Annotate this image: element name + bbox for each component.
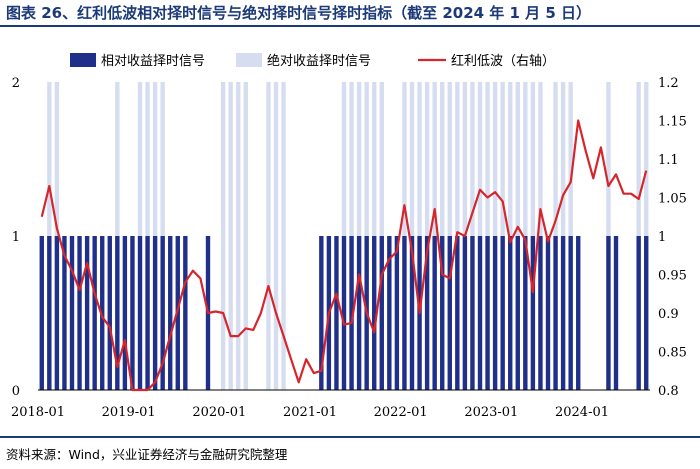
relative-signal-bar [636, 236, 641, 390]
right-axis-tick-label: 0.8 [658, 384, 679, 399]
right-axis-tick-label: 1.15 [658, 115, 687, 130]
right-axis-tick-label: 1.05 [658, 192, 687, 207]
relative-signal-bar [39, 236, 44, 390]
left-axis-tick-label: 0 [12, 384, 20, 399]
x-axis-tick-label: 2021-01 [283, 405, 337, 420]
relative-signal-bar [77, 236, 82, 390]
relative-signal-bar [341, 236, 347, 390]
relative-signal-bar [440, 236, 445, 390]
relative-signal-bar [84, 236, 90, 390]
relative-signal-bar [183, 236, 188, 390]
relative-signal-bar [379, 236, 384, 390]
relative-signal-bar [560, 236, 566, 390]
relative-signal-bar [470, 236, 475, 390]
legend-label-relative: 相对收益择时信号 [101, 54, 205, 69]
relative-signal-bar [553, 236, 558, 390]
relative-signal-bar [576, 236, 581, 390]
x-axis-tick-label: 2022-01 [374, 405, 428, 420]
relative-signal-bar [356, 236, 362, 390]
relative-signal-bars [39, 236, 649, 390]
absolute-signal-bar [281, 82, 286, 390]
right-axis-ticks: 0.8 0.85 0.9 0.95 1 1.05 1.1 1.15 1.2 [658, 76, 687, 399]
relative-signal-bar [349, 236, 354, 390]
relative-signal-bar [160, 236, 165, 390]
relative-signal-bar [100, 236, 105, 390]
relative-signal-bar [145, 236, 150, 390]
left-axis-tick-label: 2 [12, 76, 20, 91]
relative-signal-bar [515, 236, 520, 390]
relative-signal-bar [62, 236, 67, 390]
relative-signal-bar [115, 236, 120, 390]
x-axis-ticks: 2018-01 2019-01 2020-01 2021-01 2022-01 2023-… [11, 405, 609, 420]
absolute-signal-bar [243, 82, 248, 390]
source-rule [0, 436, 700, 438]
relative-signal-bar [508, 236, 513, 390]
relative-signal-bar [107, 236, 112, 390]
relative-signal-bar [568, 236, 573, 390]
right-axis-tick-label: 0.95 [658, 269, 687, 284]
right-axis-tick-label: 0.9 [658, 307, 679, 322]
legend-swatch-relative [70, 53, 96, 67]
relative-signal-bar [523, 236, 528, 390]
x-axis-tick-label: 2023-01 [464, 405, 518, 420]
relative-signal-bar [47, 236, 52, 390]
relative-signal-bar [137, 236, 143, 390]
right-axis-tick-label: 1.1 [658, 153, 679, 168]
right-axis-tick-label: 1 [658, 230, 666, 245]
relative-signal-bar [485, 236, 490, 390]
absolute-signal-bar [236, 82, 241, 390]
right-axis-tick-label: 0.85 [658, 346, 687, 361]
relative-signal-bar [432, 236, 437, 390]
relative-signal-bar [394, 236, 400, 390]
relative-signal-bar [130, 236, 135, 390]
relative-signal-bar [168, 236, 173, 390]
x-axis-tick-label: 2019-01 [102, 405, 156, 420]
relative-signal-bar [152, 236, 158, 390]
relative-signal-bar [492, 236, 498, 390]
relative-signal-bar [644, 236, 649, 390]
relative-signal-bar [538, 236, 543, 390]
x-axis-tick-label: 2020-01 [192, 405, 246, 420]
relative-signal-bar [455, 236, 460, 390]
absolute-signal-bar [273, 82, 279, 390]
absolute-signal-bar [220, 82, 226, 390]
chart-canvas: 0 1 2 0.8 0.85 0.9 0.95 1 1.05 1.1 1.15 1.2 2018-0… [11, 53, 687, 420]
relative-signal-bar [447, 236, 452, 390]
relative-signal-bar [477, 236, 483, 390]
relative-signal-bar [424, 236, 430, 390]
legend-label-line: 红利低波（右轴） [451, 53, 555, 69]
dividend-lowvol-line [40, 119, 648, 392]
relative-signal-bar [319, 236, 324, 390]
relative-signal-bar [402, 236, 407, 390]
legend-swatch-absolute [236, 53, 262, 67]
x-axis-tick-label: 2018-01 [11, 405, 65, 420]
relative-signal-bar [545, 236, 551, 390]
relative-signal-bar [334, 236, 339, 390]
relative-signal-bar [613, 236, 619, 390]
relative-signal-bar [122, 236, 128, 390]
x-axis-tick-label: 2024-01 [555, 405, 609, 420]
relative-signal-bar [462, 236, 468, 390]
relative-signal-bar [92, 236, 97, 390]
relative-signal-bar [387, 236, 392, 390]
title-rule [0, 25, 700, 27]
left-axis-ticks: 0 1 2 [12, 76, 20, 399]
chart-title: 图表 26、红利低波相对择时信号与绝对择时信号择时指标（截至 2024 年 1 … [6, 4, 592, 22]
relative-signal-bar [372, 236, 377, 390]
absolute-signal-bar [228, 82, 233, 390]
absolute-signal-bars [47, 82, 649, 390]
relative-signal-bar [530, 236, 536, 390]
right-axis-tick-label: 1.2 [658, 76, 679, 91]
relative-signal-bar [54, 236, 60, 390]
relative-signal-bar [500, 236, 505, 390]
relative-signal-bar [69, 236, 75, 390]
legend: 相对收益择时信号 绝对收益择时信号 红利低波（右轴） [70, 53, 555, 69]
left-axis-tick-label: 1 [12, 230, 20, 245]
relative-signal-bar [409, 236, 415, 390]
source-note: 资料来源：Wind，兴业证券经济与金融研究院整理 [6, 447, 288, 462]
absolute-signal-bar [266, 82, 271, 390]
legend-label-absolute: 绝对收益择时信号 [267, 53, 371, 69]
relative-signal-bar [606, 236, 611, 390]
